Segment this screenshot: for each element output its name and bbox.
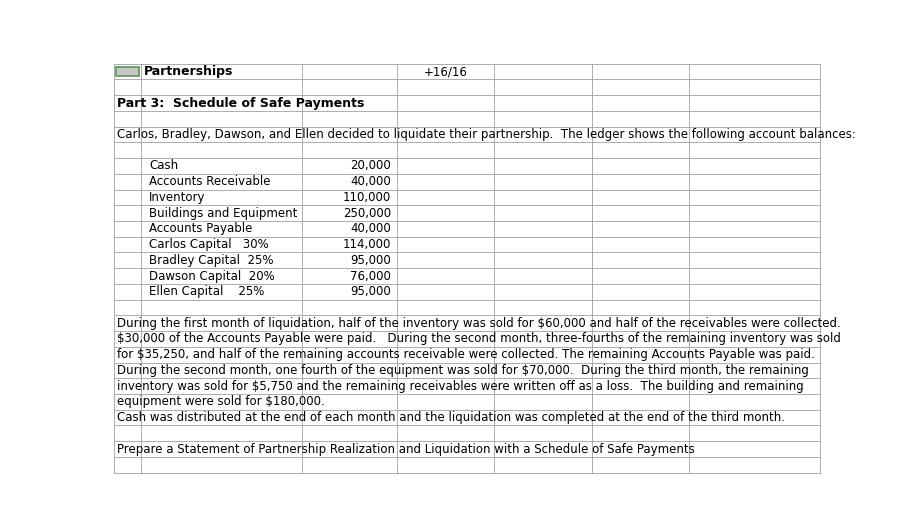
Text: Cash was distributed at the end of each month and the liquidation was completed : Cash was distributed at the end of each … bbox=[117, 411, 784, 424]
Text: During the second month, one fourth of the equipment was sold for $70,000.  Duri: During the second month, one fourth of t… bbox=[117, 364, 809, 377]
Bar bbox=[116, 67, 138, 76]
Text: Ellen Capital    25%: Ellen Capital 25% bbox=[149, 285, 264, 298]
Text: 114,000: 114,000 bbox=[343, 238, 392, 251]
Text: +16/16: +16/16 bbox=[424, 65, 467, 78]
Text: During the first month of liquidation, half of the inventory was sold for $60,00: During the first month of liquidation, h… bbox=[117, 316, 841, 330]
Text: Part 3:  Schedule of Safe Payments: Part 3: Schedule of Safe Payments bbox=[117, 97, 364, 109]
Text: Partnerships: Partnerships bbox=[144, 65, 233, 78]
Text: inventory was sold for $5,750 and the remaining receivables were written off as : inventory was sold for $5,750 and the re… bbox=[117, 380, 804, 392]
Text: Carlos, Bradley, Dawson, and Ellen decided to liquidate their partnership.  The : Carlos, Bradley, Dawson, and Ellen decid… bbox=[117, 128, 855, 141]
Text: 20,000: 20,000 bbox=[351, 159, 392, 173]
Text: 95,000: 95,000 bbox=[351, 254, 392, 267]
Text: Inventory: Inventory bbox=[149, 191, 206, 204]
Text: Bradley Capital  25%: Bradley Capital 25% bbox=[149, 254, 273, 267]
Text: Accounts Payable: Accounts Payable bbox=[149, 222, 252, 235]
Text: 250,000: 250,000 bbox=[343, 207, 392, 220]
Text: 40,000: 40,000 bbox=[351, 222, 392, 235]
Text: equipment were sold for $180,000.: equipment were sold for $180,000. bbox=[117, 395, 324, 408]
Text: Cash: Cash bbox=[149, 159, 179, 173]
Text: 110,000: 110,000 bbox=[343, 191, 392, 204]
Text: 40,000: 40,000 bbox=[351, 175, 392, 188]
Text: Prepare a Statement of Partnership Realization and Liquidation with a Schedule o: Prepare a Statement of Partnership Reali… bbox=[117, 442, 694, 456]
Text: Buildings and Equipment: Buildings and Equipment bbox=[149, 207, 298, 220]
Text: Carlos Capital   30%: Carlos Capital 30% bbox=[149, 238, 269, 251]
Text: Dawson Capital  20%: Dawson Capital 20% bbox=[149, 270, 275, 282]
Text: $30,000 of the Accounts Payable were paid.   During the second month, three-four: $30,000 of the Accounts Payable were pai… bbox=[117, 332, 841, 346]
Text: 95,000: 95,000 bbox=[351, 285, 392, 298]
Text: Accounts Receivable: Accounts Receivable bbox=[149, 175, 271, 188]
Text: for $35,250, and half of the remaining accounts receivable were collected. The r: for $35,250, and half of the remaining a… bbox=[117, 348, 814, 361]
Text: 76,000: 76,000 bbox=[351, 270, 392, 282]
